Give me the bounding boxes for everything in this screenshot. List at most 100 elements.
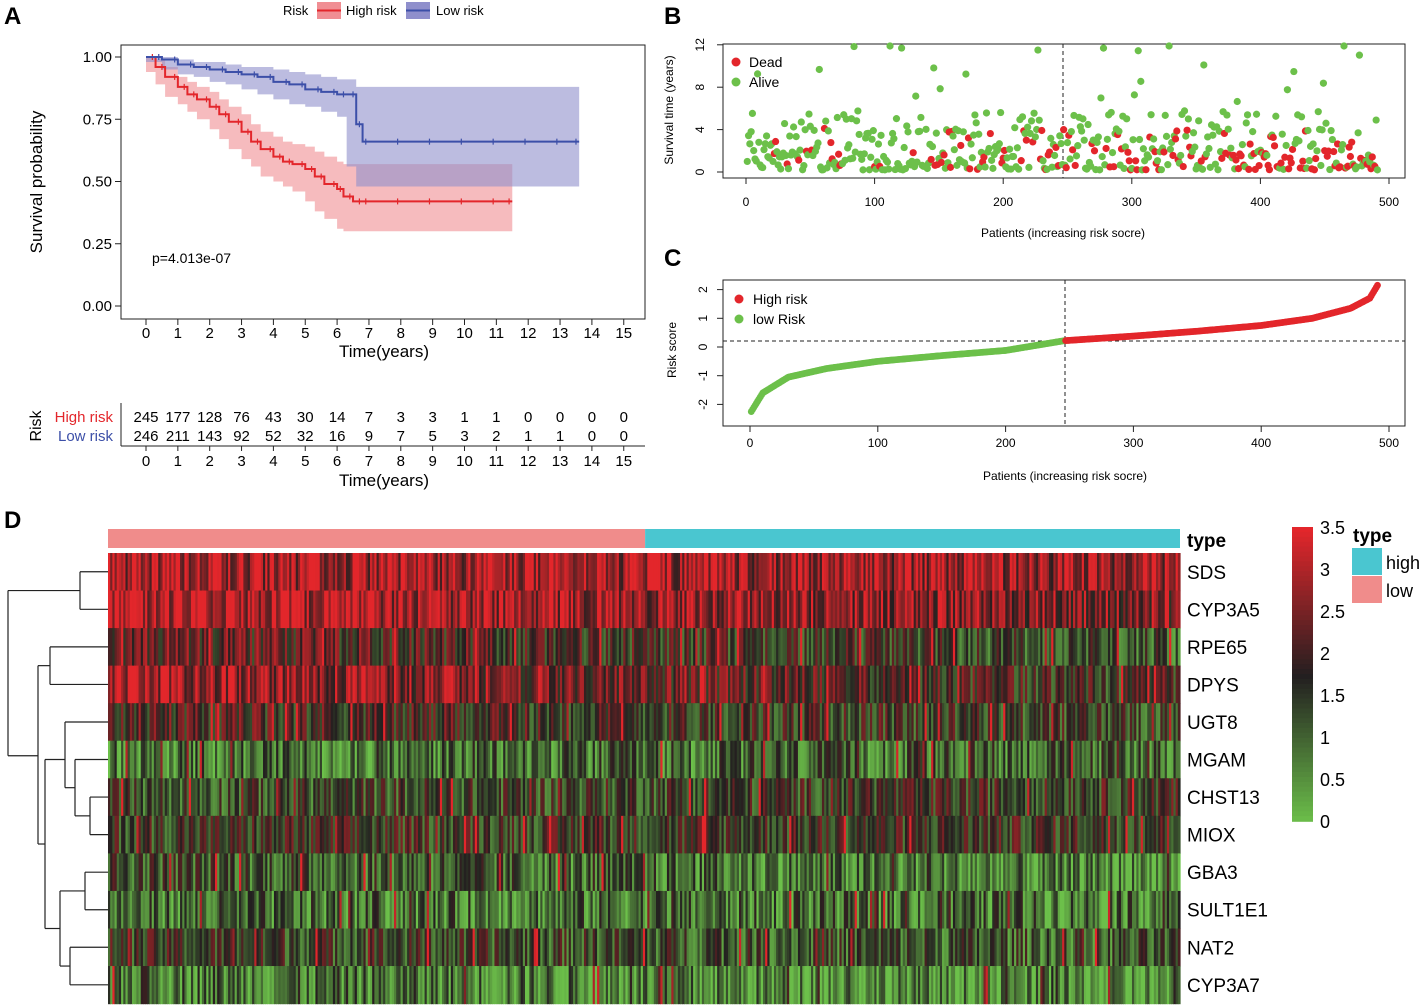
heatmap-cell	[459, 740, 463, 779]
heatmap-cell	[315, 740, 319, 779]
heatmap-cell	[741, 703, 744, 742]
heatmap-cell	[789, 703, 792, 742]
heatmap-cell	[234, 703, 238, 742]
heatmap-cell	[594, 665, 598, 704]
heatmap-cell	[258, 628, 262, 667]
heatmap-cell	[573, 665, 576, 704]
heatmap-cell	[123, 553, 127, 592]
heatmap-cell	[638, 703, 642, 742]
heatmap-cell	[832, 740, 836, 779]
heatmap-cell	[555, 553, 559, 592]
heatmap-cell	[852, 590, 856, 629]
heatmap-cell	[450, 703, 454, 742]
heatmap-cell	[304, 628, 308, 667]
heatmap-cell	[260, 703, 264, 742]
survival-y-tick-label: 8	[693, 84, 707, 91]
heatmap-cell	[597, 553, 600, 592]
heatmap-cell	[1142, 703, 1146, 742]
heatmap-cell	[173, 553, 177, 592]
heatmap-cell	[252, 553, 255, 592]
heatmap-cell	[736, 665, 740, 704]
heatmap-cell	[666, 703, 670, 742]
heatmap-cell	[979, 628, 982, 667]
heatmap-cell	[629, 553, 633, 592]
alive-point	[810, 126, 818, 134]
heatmap-cell	[990, 590, 993, 629]
heatmap-cell	[1099, 553, 1103, 592]
heatmap-cell	[841, 740, 845, 779]
heatmap-cell	[909, 553, 913, 592]
heatmap-cell	[184, 553, 188, 592]
heatmap-cell	[900, 590, 904, 629]
heatmap-cell	[527, 553, 530, 592]
heatmap-cell	[321, 628, 325, 667]
heatmap-cell	[800, 703, 803, 742]
heatmap-cell	[741, 665, 744, 704]
heatmap-cell	[175, 703, 179, 742]
alive-point	[1182, 132, 1190, 140]
heatmap-cell	[773, 553, 777, 592]
heatmap-cell	[782, 553, 786, 592]
alive-point	[1313, 147, 1321, 155]
heatmap-cell	[330, 703, 334, 742]
heatmap-cell	[1158, 553, 1161, 592]
heatmap-cell	[546, 740, 550, 779]
heatmap-cell	[922, 665, 926, 704]
heatmap-cell	[773, 665, 777, 704]
heatmap-cell	[481, 703, 485, 742]
heatmap-cell	[306, 553, 310, 592]
heatmap-cell	[1094, 665, 1098, 704]
heatmap-cell	[1038, 553, 1041, 592]
heatmap-cell	[645, 628, 648, 667]
heatmap-cell	[258, 665, 262, 704]
heatmap-cell	[669, 665, 672, 704]
heatmap-cell	[330, 590, 334, 629]
risk-table-x-ticks: 0 1 2 3 4 5 6 7 8 9 10 11 12 13 14 15	[142, 446, 632, 470]
heatmap-cell	[876, 703, 880, 742]
heatmap-cell	[987, 665, 991, 704]
heatmap-cell	[389, 740, 393, 779]
heatmap-cell	[795, 628, 799, 667]
heatmap-cell	[402, 628, 406, 667]
risk-table-x-tick-label: 14	[584, 453, 601, 470]
heatmap-cell	[645, 553, 648, 592]
heatmap-cell	[300, 628, 303, 667]
heatmap-cell	[673, 703, 677, 742]
heatmap-cell	[1105, 590, 1109, 629]
heatmap-cell	[158, 553, 161, 592]
heatmap-cell	[276, 553, 279, 592]
alive-point	[1034, 46, 1042, 54]
heatmap-cell	[1125, 553, 1129, 592]
heatmap-cell	[802, 553, 806, 592]
heatmap-cell	[710, 553, 714, 592]
dead-point	[1232, 156, 1240, 164]
heatmap-cell	[247, 590, 251, 629]
heatmap-cell	[1086, 665, 1089, 704]
heatmap-cell	[193, 740, 196, 779]
heatmap-cell	[824, 590, 827, 629]
heatmap-cell	[1068, 553, 1072, 592]
heatmap-cell	[160, 703, 164, 742]
heatmap-cell	[180, 703, 183, 742]
heatmap-cell	[1177, 703, 1181, 742]
heatmap-cell	[854, 703, 858, 742]
heatmap-cell	[922, 628, 926, 667]
heatmap-cell	[125, 553, 129, 592]
alive-point	[1340, 42, 1348, 50]
heatmap-cell	[710, 590, 714, 629]
heatmap-cell	[332, 740, 336, 779]
heatmap-cell	[976, 628, 980, 667]
heatmap-cell	[433, 665, 437, 704]
dead-point	[1348, 138, 1356, 146]
heatmap-cell	[922, 553, 926, 592]
heatmap-cell	[828, 590, 832, 629]
heatmap-cell	[791, 703, 795, 742]
heatmap-cell	[594, 553, 598, 592]
heatmap-cell	[158, 703, 161, 742]
heatmap-cell	[1142, 665, 1146, 704]
heatmap-cell	[466, 703, 469, 742]
heatmap-cell	[662, 740, 666, 779]
heatmap-cell	[444, 740, 448, 779]
heatmap-cell	[302, 740, 306, 779]
